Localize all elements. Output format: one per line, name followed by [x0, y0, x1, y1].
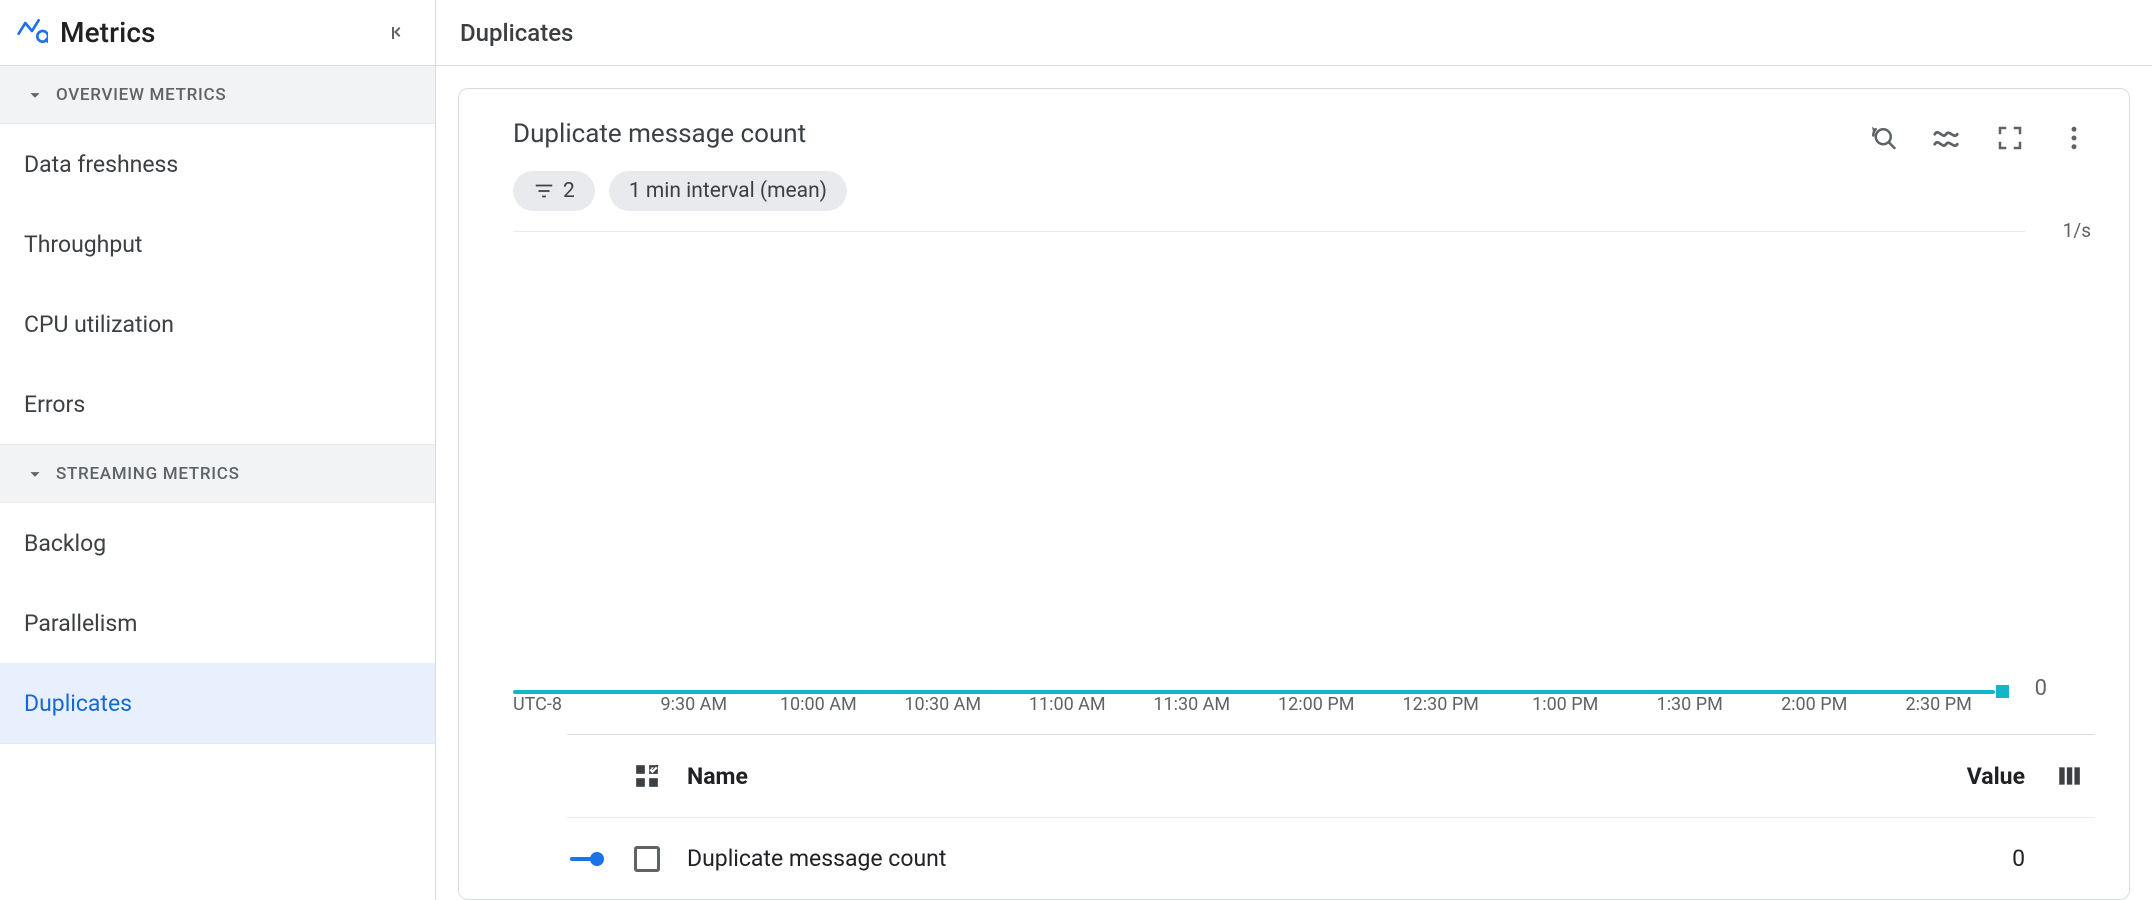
sidebar-title: Metrics [60, 16, 367, 49]
sidebar-item-cpu-utilization[interactable]: CPU utilization [0, 284, 435, 364]
main-panel: Duplicates Duplicate message count 2 1 m… [436, 0, 2152, 900]
card-title: Duplicate message count [513, 119, 1847, 149]
chip-row: 2 1 min interval (mean) [513, 171, 1847, 211]
sidebar-header: Metrics [0, 0, 435, 66]
x-tick: 11:30 AM [1153, 694, 1230, 715]
x-timezone-label: UTC-8 [513, 694, 562, 715]
y-axis-unit: 1/s [2063, 219, 2091, 242]
section-header[interactable]: STREAMING METRICS [0, 445, 435, 503]
legend-table: Name Value Duplicate message count 0 [567, 734, 2095, 899]
sidebar-item-duplicates[interactable]: Duplicates [0, 663, 435, 743]
sidebar-item-backlog[interactable]: Backlog [0, 503, 435, 583]
collapse-sidebar-button[interactable] [379, 15, 415, 51]
x-axis: UTC-8 9:30 AM 10:00 AM 10:30 AM 11:00 AM 11:3… [513, 690, 1995, 726]
x-tick: 9:30 AM [660, 694, 727, 715]
x-tick: 10:30 AM [904, 694, 981, 715]
chart-plot [513, 231, 2025, 690]
chart-card: Duplicate message count 2 1 min interval… [458, 88, 2130, 900]
section-header[interactable]: OVERVIEW METRICS [0, 66, 435, 124]
sidebar-item-throughput[interactable]: Throughput [0, 204, 435, 284]
filter-count: 2 [563, 179, 575, 203]
x-tick: 2:00 PM [1781, 694, 1847, 715]
x-tick: 1:30 PM [1657, 694, 1723, 715]
chart-legend-button[interactable] [1931, 123, 1961, 153]
filter-chip[interactable]: 2 [513, 171, 595, 211]
y-zero-label: 0 [2035, 676, 2047, 701]
legend-row[interactable]: Duplicate message count 0 [567, 817, 2095, 899]
interval-chip[interactable]: 1 min interval (mean) [609, 171, 847, 211]
x-tick: 12:30 PM [1403, 694, 1479, 715]
legend-value-header[interactable]: Value [1915, 763, 2025, 790]
series-checkbox[interactable] [634, 846, 660, 872]
series-marker [570, 852, 604, 866]
app-root: Metrics OVERVIEW METRICSData freshnessTh… [0, 0, 2152, 900]
card-header: Duplicate message count 2 1 min interval… [513, 119, 2095, 211]
metrics-icon [16, 15, 48, 51]
sidebar-item-errors[interactable]: Errors [0, 364, 435, 444]
legend-header-row: Name Value [567, 735, 2095, 817]
legend-series-value: 0 [1915, 845, 2025, 872]
x-tick: 11:00 AM [1029, 694, 1106, 715]
interval-label: 1 min interval (mean) [629, 179, 827, 203]
fullscreen-button[interactable] [1995, 123, 2025, 153]
chart-area[interactable]: 1/s 0 UTC-89:30 AM10:00 AM10:30 AM11:00 … [513, 231, 2095, 726]
reset-zoom-button[interactable] [1867, 123, 1897, 153]
sidebar-item-data-freshness[interactable]: Data freshness [0, 124, 435, 204]
x-tick: 12:00 PM [1278, 694, 1354, 715]
page-title: Duplicates [460, 19, 573, 47]
legend-name-header[interactable]: Name [687, 763, 1897, 790]
series-end-marker [1996, 685, 2009, 698]
sidebar-item-parallelism[interactable]: Parallelism [0, 583, 435, 663]
x-tick: 2:30 PM [1906, 694, 1972, 715]
main-body: Duplicate message count 2 1 min interval… [436, 66, 2152, 900]
grid-select-icon[interactable] [625, 763, 669, 789]
card-toolbar [1867, 119, 2095, 153]
legend-series-name: Duplicate message count [687, 845, 1897, 872]
sidebar: Metrics OVERVIEW METRICSData freshnessTh… [0, 0, 436, 900]
more-options-button[interactable] [2059, 123, 2089, 153]
x-tick: 1:00 PM [1532, 694, 1598, 715]
columns-config-button[interactable] [2043, 763, 2095, 789]
main-header: Duplicates [436, 0, 2152, 66]
x-tick: 10:00 AM [780, 694, 857, 715]
